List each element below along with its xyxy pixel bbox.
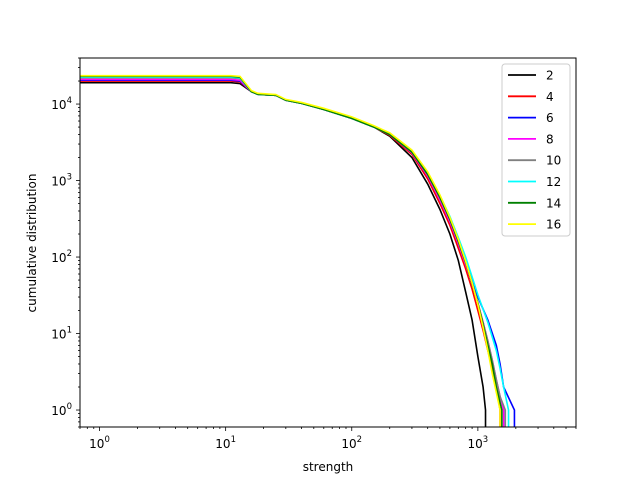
x-tick-label: 103 xyxy=(468,435,489,451)
legend-label-4: 4 xyxy=(546,90,554,104)
series-line-16 xyxy=(80,74,501,427)
legend-label-6: 6 xyxy=(546,111,554,125)
y-tick-label: 102 xyxy=(51,249,72,265)
y-tick-label: 101 xyxy=(51,326,72,342)
legend-label-14: 14 xyxy=(546,196,561,210)
legend-label-2: 2 xyxy=(546,69,554,83)
y-axis: 100 101 102 103 104 xyxy=(51,57,80,428)
legend-frame xyxy=(501,63,571,237)
y-tick-label: 100 xyxy=(51,402,72,418)
legend-label-16: 16 xyxy=(546,218,561,232)
y-axis-label: cumulative distribution xyxy=(25,174,39,313)
series-line-14 xyxy=(80,75,503,427)
legend-label-10: 10 xyxy=(546,154,561,168)
x-axis-label: strength xyxy=(303,460,354,474)
x-tick-label: 102 xyxy=(341,435,362,451)
x-tick-label: 101 xyxy=(215,435,236,451)
plot-frame xyxy=(79,57,577,428)
legend: 2 4 6 8 10 12 14 16 xyxy=(501,63,571,237)
legend-label-12: 12 xyxy=(546,175,561,189)
legend-label-8: 8 xyxy=(546,132,554,146)
x-tick-label: 100 xyxy=(89,435,110,451)
y-tick-label: 103 xyxy=(51,173,72,189)
series-layer xyxy=(80,74,516,427)
y-tick-label: 104 xyxy=(51,96,72,112)
